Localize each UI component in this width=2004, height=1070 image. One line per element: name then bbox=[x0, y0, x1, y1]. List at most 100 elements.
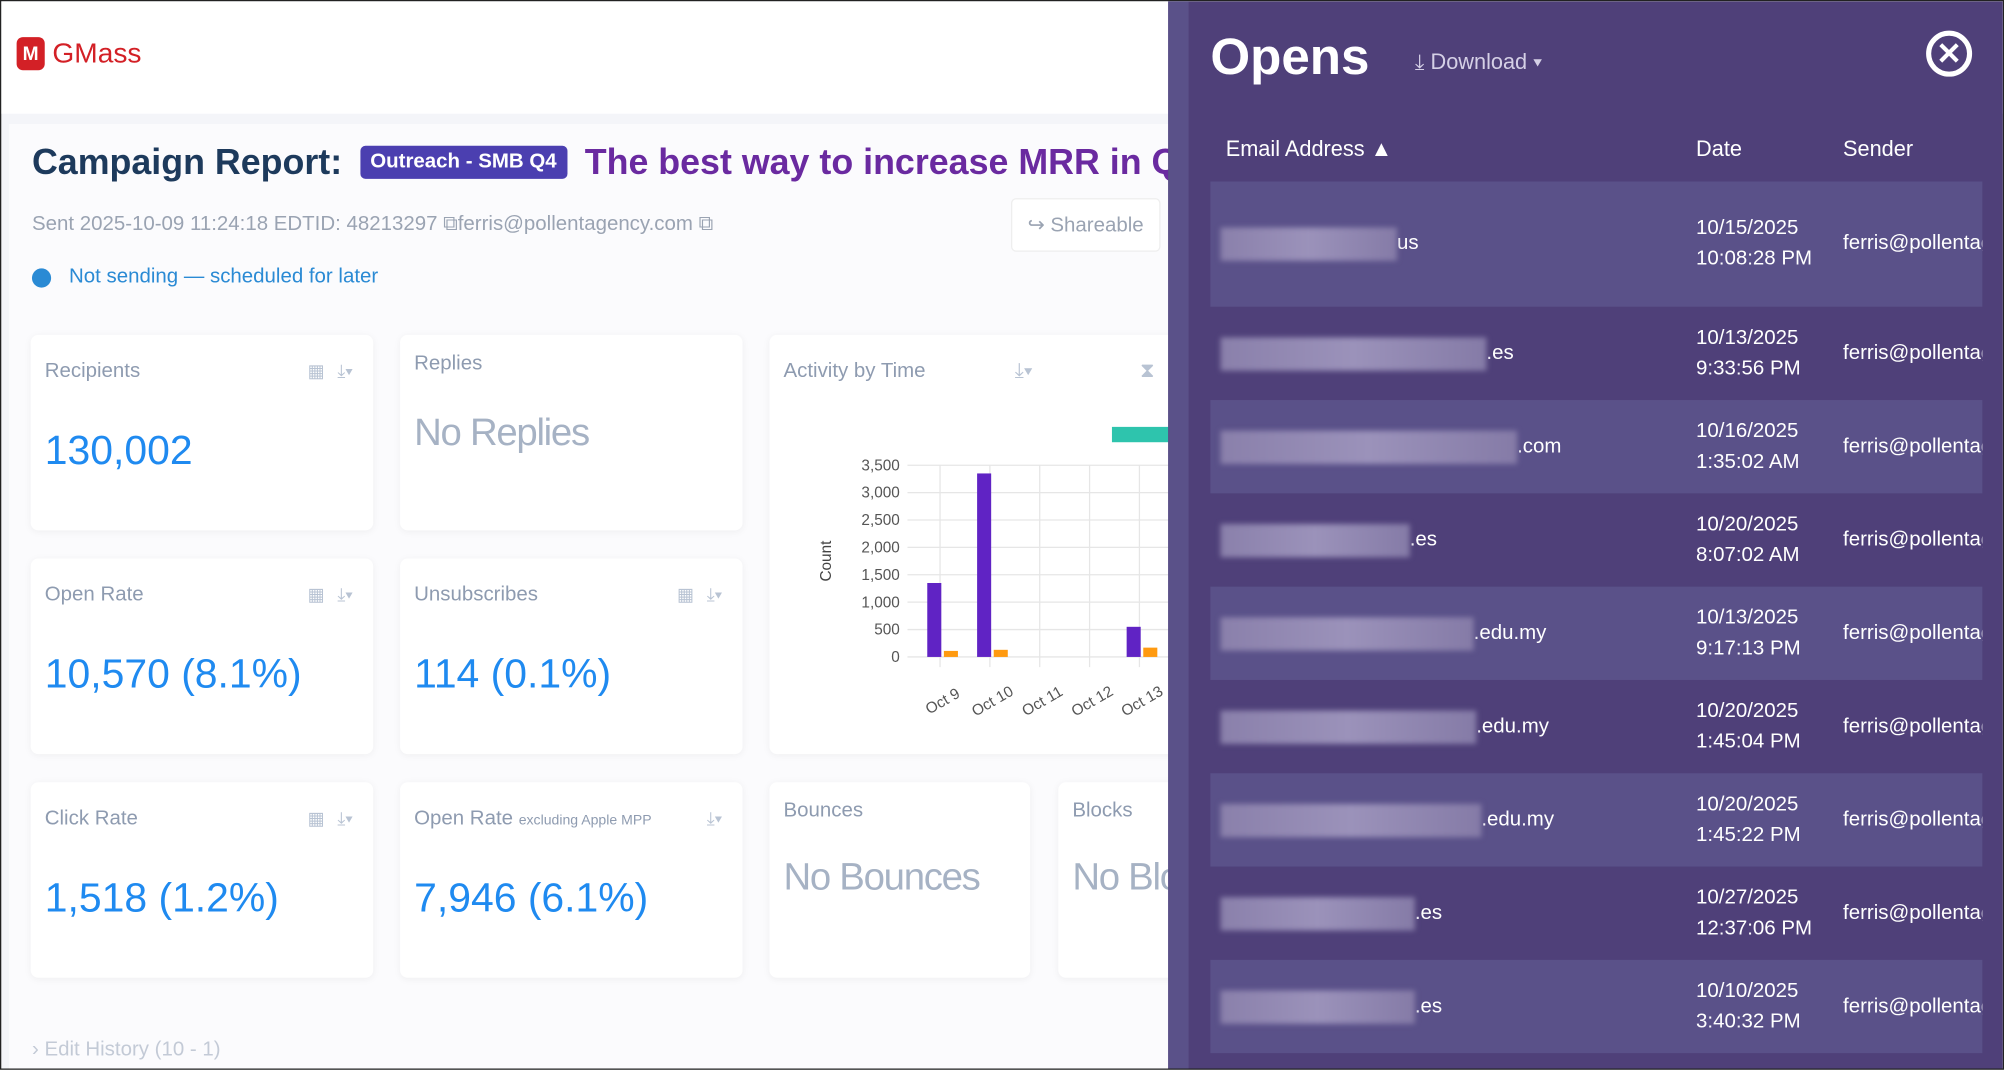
gmass-logo-icon: M bbox=[16, 37, 45, 71]
date-cell: 10/13/2025 9:33:56 PM bbox=[1696, 326, 1801, 379]
table-row[interactable]: .es 10/10/2025 3:40:32 PM ferris@pollent… bbox=[1210, 959, 1983, 1054]
y-tick-label: 1,000 bbox=[861, 594, 899, 611]
card-label: Open Rate bbox=[44, 584, 144, 606]
date-cell: 10/13/2025 9:17:13 PM bbox=[1696, 606, 1801, 659]
bar-opens[interactable] bbox=[927, 582, 942, 657]
y-tick-label: 1,500 bbox=[861, 567, 899, 584]
card-value: 1,518 (1.2%) bbox=[44, 874, 279, 921]
table-row[interactable]: us 10/15/2025 10:08:28 PM ferris@pollent… bbox=[1210, 181, 1983, 307]
y-tick-label: 500 bbox=[874, 622, 900, 639]
card-label: Blocks bbox=[1072, 800, 1133, 822]
table-row[interactable]: .edu.my 10/13/2025 9:17:13 PM ferris@pol… bbox=[1210, 586, 1983, 680]
edit-history-label: Edit History (10 - 1) bbox=[44, 1039, 221, 1061]
hourglass-icon[interactable]: ⧗ bbox=[1140, 360, 1155, 383]
send-status: Not sending — scheduled for later bbox=[31, 265, 379, 289]
redacted-email bbox=[1220, 803, 1482, 837]
email-suffix: .com bbox=[1517, 435, 1562, 457]
panel-resize-handle[interactable] bbox=[1168, 1, 1189, 1069]
email-suffix: us bbox=[1396, 232, 1419, 255]
email-cell: .com bbox=[1220, 430, 1562, 464]
download-icon[interactable]: ⤓▾ bbox=[706, 807, 723, 829]
card-value: 114 (0.1%) bbox=[414, 650, 612, 697]
x-tick-label: Oct 13 bbox=[1118, 683, 1166, 720]
edit-history-toggle[interactable]: › Edit History (10 - 1) bbox=[31, 1039, 221, 1061]
sender-cell: ferris@pollentagency.com bbox=[1843, 901, 1982, 924]
card-label: Replies bbox=[414, 352, 483, 375]
y-tick-label: 3,500 bbox=[861, 457, 899, 474]
shareable-button[interactable]: ↪ Shareable bbox=[1010, 198, 1161, 252]
bar-clicks[interactable] bbox=[1143, 647, 1158, 657]
email-suffix: .edu.my bbox=[1473, 621, 1547, 644]
email-suffix: .es bbox=[1414, 901, 1443, 924]
recipients-card: Recipients ▦ ⤓▾ 130,002 bbox=[30, 334, 374, 531]
column-date[interactable]: Date bbox=[1696, 136, 1742, 162]
redacted-email bbox=[1220, 896, 1415, 930]
sender-cell: ferris@pollentagency.com bbox=[1843, 435, 1982, 457]
date-cell: 10/27/2025 12:37:06 PM bbox=[1696, 886, 1813, 939]
redacted-email bbox=[1220, 616, 1474, 650]
bar-opens[interactable] bbox=[977, 473, 992, 657]
download-icon[interactable]: ⤓▾ bbox=[337, 360, 353, 381]
grid-icon[interactable]: ▦ bbox=[307, 360, 325, 381]
y-tick-label: 2,000 bbox=[861, 540, 899, 557]
email-cell: .es bbox=[1220, 336, 1514, 371]
campaign-badge: Outreach - SMB Q4 bbox=[360, 145, 567, 179]
x-tick-label: Oct 12 bbox=[1069, 683, 1117, 720]
download-icon[interactable]: ⤓▾ bbox=[337, 584, 353, 605]
sender-cell: ferris@pollentagency.com bbox=[1843, 528, 1982, 551]
grid-icon[interactable]: ▦ bbox=[307, 807, 325, 829]
y-axis-label: Count bbox=[818, 540, 835, 582]
card-sublabel: excluding Apple MPP bbox=[518, 812, 652, 829]
grid-icon[interactable]: ▦ bbox=[676, 584, 694, 605]
table-row[interactable]: .edu.my 10/20/2025 1:45:22 PM ferris@pol… bbox=[1210, 773, 1983, 867]
card-value: 130,002 bbox=[44, 426, 193, 473]
redacted-email bbox=[1220, 227, 1397, 261]
open-rate-card: Open Rate ▦ ⤓▾ 10,570 (8.1%) bbox=[30, 558, 374, 755]
bar-opens[interactable] bbox=[1126, 626, 1141, 657]
sender-cell: ferris@pollentagency.com bbox=[1843, 995, 1982, 1017]
bounces-card: Bounces No Bounces bbox=[769, 782, 1031, 978]
email-cell: .edu.my bbox=[1220, 803, 1554, 837]
replies-card: Replies No Replies bbox=[400, 334, 743, 531]
y-tick-label: 3,000 bbox=[861, 485, 899, 502]
x-tick-label: Oct 10 bbox=[969, 683, 1017, 720]
page-title: Campaign Report: bbox=[31, 141, 343, 182]
download-dropdown[interactable]: ⤓ Download ▾ bbox=[1414, 49, 1543, 75]
table-row[interactable]: .es 10/27/2025 12:37:06 PM ferris@pollen… bbox=[1210, 867, 1982, 960]
redacted-email bbox=[1220, 989, 1415, 1024]
email-cell: .es bbox=[1220, 989, 1442, 1024]
date-cell: 10/15/2025 10:08:28 PM bbox=[1696, 217, 1813, 270]
email-cell: us bbox=[1220, 227, 1419, 261]
clock-icon bbox=[31, 267, 52, 287]
shareable-label: Shareable bbox=[1050, 214, 1144, 237]
close-icon[interactable]: ✕ bbox=[1926, 30, 1973, 77]
status-text: Not sending — scheduled for later bbox=[69, 265, 379, 288]
campaign-subject: The best way to increase MRR in Q4 bbox=[584, 141, 1200, 182]
bar-clicks[interactable] bbox=[993, 649, 1008, 657]
bar-clicks[interactable] bbox=[943, 650, 958, 657]
download-icon[interactable]: ⤓▾ bbox=[706, 584, 723, 605]
card-label: Activity by Time bbox=[783, 360, 926, 383]
gmass-logo[interactable]: M GMass bbox=[16, 37, 142, 71]
table-row[interactable]: .es 10/13/2025 9:33:56 PM ferris@pollent… bbox=[1210, 307, 1982, 400]
sender-cell: ferris@pollentagency.com bbox=[1843, 715, 1982, 737]
email-cell: .edu.my bbox=[1220, 709, 1549, 744]
card-label: Click Rate bbox=[44, 807, 138, 830]
column-sender[interactable]: Sender bbox=[1843, 136, 1914, 162]
column-email[interactable]: Email Address ▲ bbox=[1225, 136, 1393, 162]
table-row[interactable]: .com 10/16/2025 1:35:02 AM ferris@pollen… bbox=[1210, 400, 1983, 494]
table-row[interactable]: .es 10/20/2025 8:07:02 AM ferris@pollent… bbox=[1210, 493, 1982, 586]
download-icon[interactable]: ⤓▾ bbox=[1014, 360, 1033, 383]
sender-cell: ferris@pollentagency.com bbox=[1843, 621, 1982, 644]
sender-cell: ferris@pollentagency.com bbox=[1843, 341, 1982, 364]
download-icon[interactable]: ⤓▾ bbox=[337, 807, 353, 829]
redacted-email bbox=[1220, 430, 1518, 464]
email-suffix: .es bbox=[1409, 528, 1438, 551]
email-cell: .edu.my bbox=[1220, 616, 1547, 650]
redacted-email bbox=[1220, 523, 1410, 557]
table-row[interactable]: .edu.my 10/20/2025 1:45:04 PM ferris@pol… bbox=[1210, 680, 1982, 773]
x-tick-label: Oct 11 bbox=[1019, 683, 1066, 720]
grid-icon[interactable]: ▦ bbox=[307, 584, 325, 605]
redacted-email bbox=[1220, 709, 1477, 744]
